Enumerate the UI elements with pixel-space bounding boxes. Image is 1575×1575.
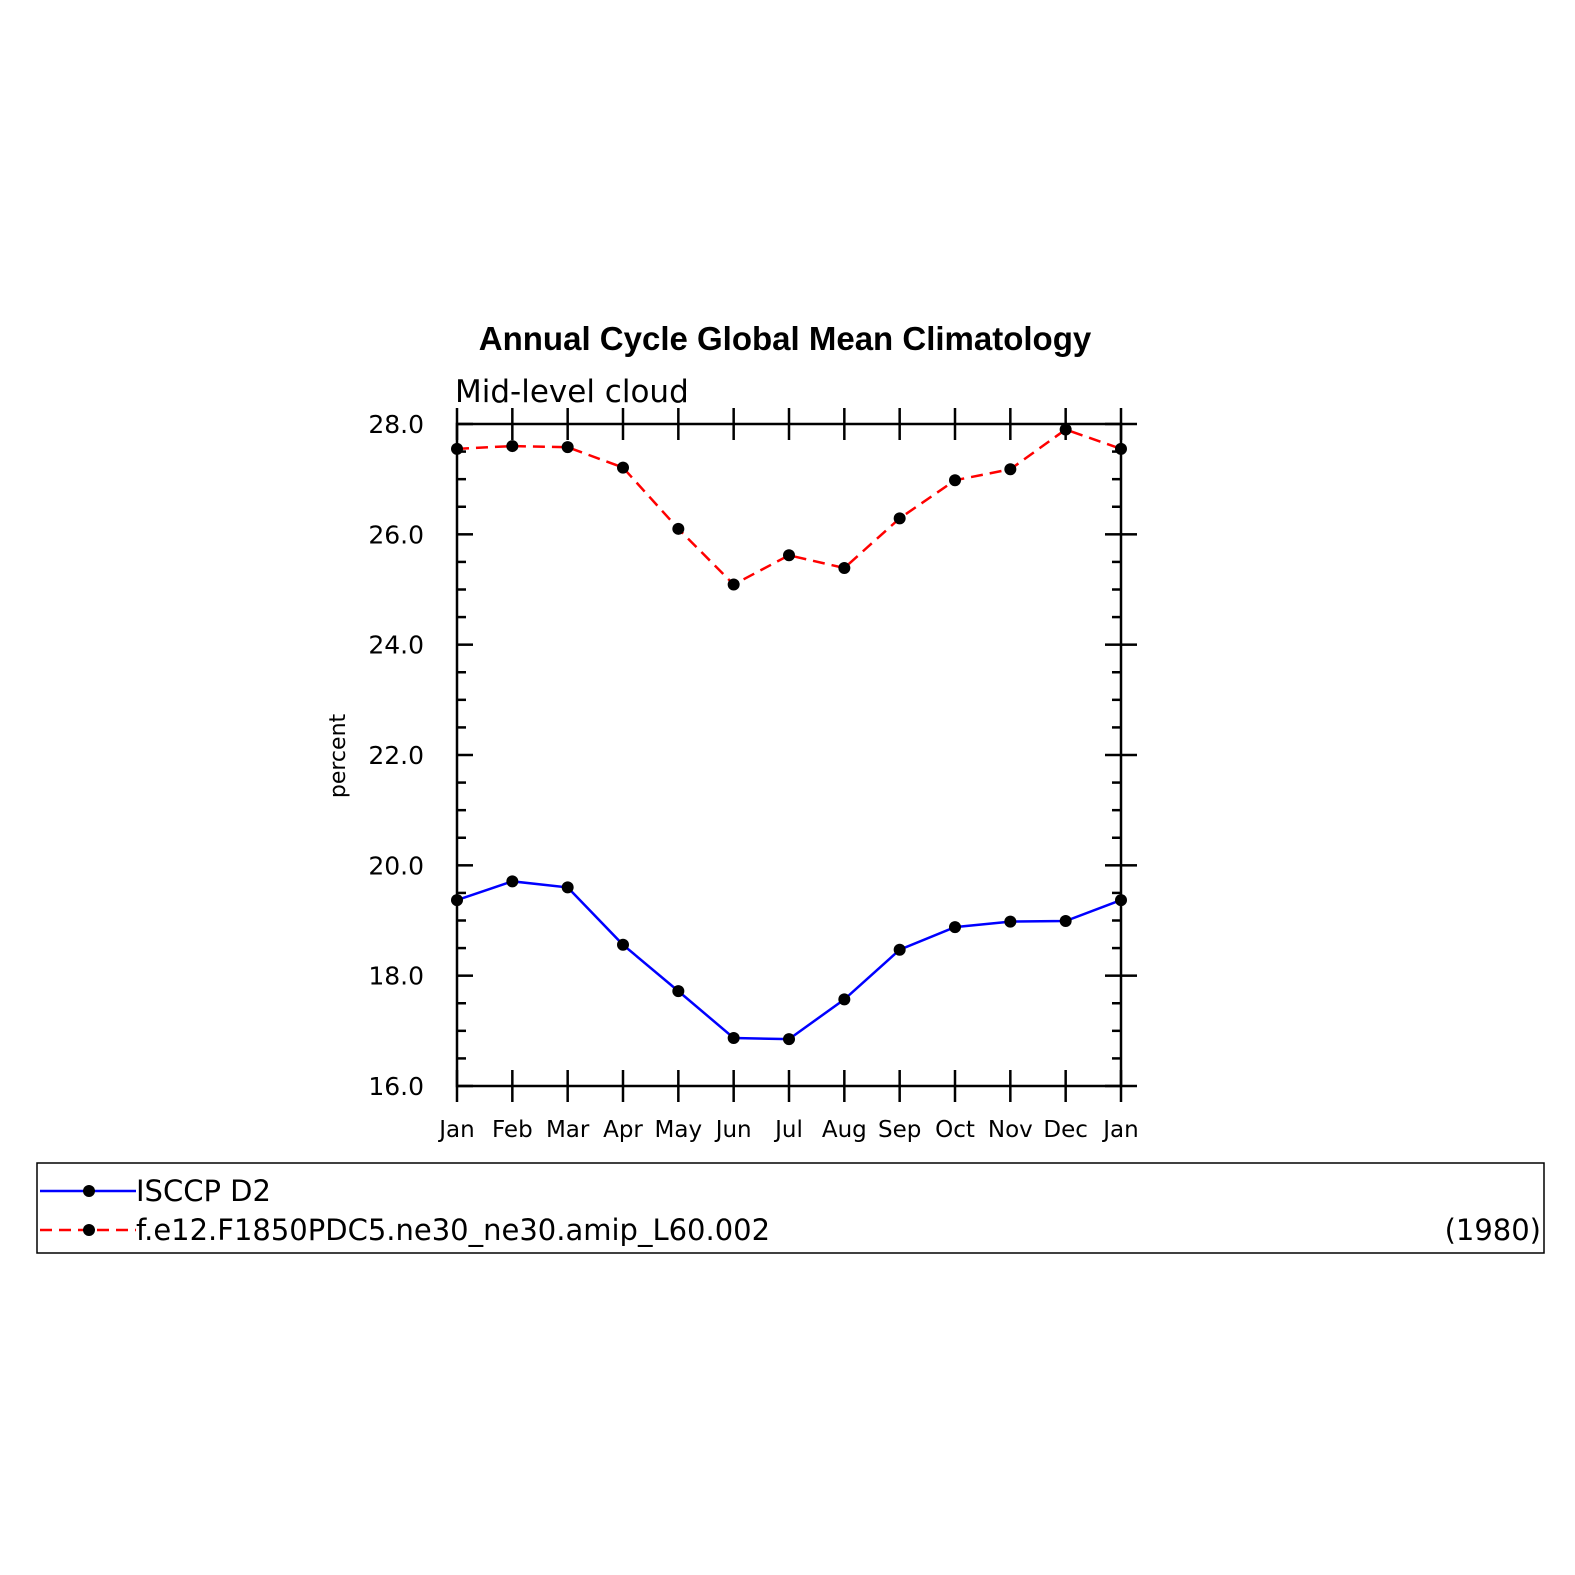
x-tick-label: Apr <box>603 1117 643 1143</box>
y-tick-label: 18.0 <box>368 962 424 991</box>
data-point <box>1059 915 1072 928</box>
data-point <box>1115 442 1127 455</box>
legend: ISCCP D2 f.e12.F1850PDC5.ne30_ne30.amip_… <box>36 1162 1545 1254</box>
x-tick-label: Jan <box>437 1117 474 1143</box>
x-tick-label: Nov <box>988 1117 1033 1143</box>
data-point <box>893 512 906 525</box>
chart-subtitle: Mid-level cloud <box>455 374 689 410</box>
y-tick-label: 20.0 <box>368 851 424 880</box>
data-point <box>838 561 851 574</box>
x-tick-label: Aug <box>822 1117 867 1143</box>
data-point <box>617 938 629 951</box>
y-tick-label: 28.0 <box>368 410 424 439</box>
legend-label-isccp: ISCCP D2 <box>136 1174 271 1208</box>
data-point <box>561 441 574 454</box>
chart-title: Annual Cycle Global Mean Climatology <box>479 320 1092 357</box>
x-tick-label: Sep <box>878 1117 921 1143</box>
y-axis-label: percent <box>326 713 351 798</box>
data-point <box>949 474 961 487</box>
data-point <box>783 1033 795 1046</box>
x-tick-labels: Jan Feb Mar Apr May Jun Jul Aug Sep Oct Nov Dec Jan <box>437 1117 1138 1143</box>
data-point <box>561 881 574 894</box>
series-lines <box>456 428 1122 1041</box>
x-tick-label: Jul <box>773 1117 803 1143</box>
data-point <box>1004 463 1017 476</box>
x-tick-label: Feb <box>492 1117 533 1143</box>
data-point <box>727 1032 740 1045</box>
plot-frame <box>455 422 1123 1088</box>
series-line-0 <box>456 880 1122 1041</box>
x-tick-label: May <box>655 1117 703 1143</box>
data-point <box>506 875 519 888</box>
y-tick-label: 22.0 <box>368 741 424 770</box>
data-point <box>1115 894 1127 907</box>
legend-note-years: (1980) <box>1445 1213 1541 1247</box>
y-tick-label: 16.0 <box>368 1072 424 1101</box>
data-point <box>838 993 851 1006</box>
x-tick-label: Jun <box>714 1117 752 1143</box>
y-tick-label: 24.0 <box>368 631 424 660</box>
x-tick-label: Oct <box>935 1117 975 1143</box>
x-tick-label: Dec <box>1043 1117 1088 1143</box>
legend-box <box>36 1162 1545 1254</box>
data-point <box>672 985 685 998</box>
x-tick-label: Jan <box>1101 1117 1138 1143</box>
legend-label-model: f.e12.F1850PDC5.ne30_ne30.amip_L60.002 <box>136 1213 770 1247</box>
data-point <box>451 894 463 907</box>
data-point <box>506 440 519 453</box>
x-tick-label: Mar <box>546 1117 590 1143</box>
data-point <box>672 522 685 535</box>
legend-marker-isccp <box>83 1185 95 1197</box>
data-point <box>783 549 795 562</box>
y-tick-labels: 16.0 18.0 20.0 22.0 24.0 26.0 28.0 <box>368 410 424 1101</box>
data-point <box>451 442 463 455</box>
legend-marker-model <box>83 1224 95 1236</box>
y-tick-label: 26.0 <box>368 520 424 549</box>
data-point <box>727 578 740 591</box>
data-point <box>1004 915 1017 928</box>
data-point <box>617 461 629 474</box>
data-point <box>949 921 961 934</box>
series-markers <box>451 423 1127 1046</box>
axis-ticks <box>455 408 1137 1102</box>
data-point <box>893 943 906 956</box>
data-point <box>1059 423 1072 436</box>
